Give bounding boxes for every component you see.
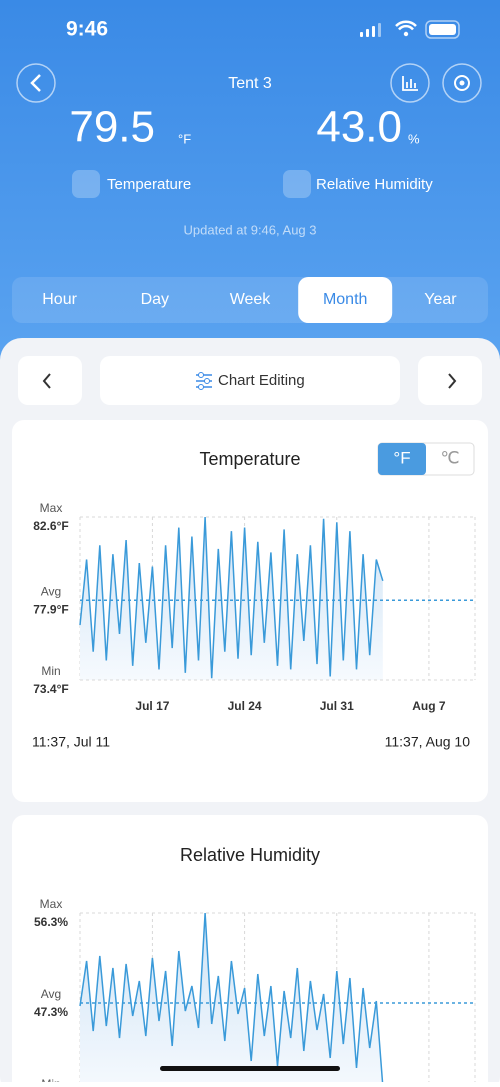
y-tick-label: 77.9°F <box>33 602 68 616</box>
tab[interactable]: Day <box>141 291 169 308</box>
temperature-unit: °F <box>178 131 191 146</box>
temperature-value: 79.5 <box>69 103 155 152</box>
humidity-label: Relative Humidity <box>316 176 433 193</box>
stats-button[interactable] <box>390 63 430 103</box>
status-icons <box>360 20 460 39</box>
chart: Jul 17 Jul 24 Jul 31 Aug 7 Max 82.6°F Avg 77.9°… <box>33 501 476 713</box>
temperature-icon <box>72 170 100 198</box>
tab[interactable]: Week <box>230 291 272 308</box>
status-time: 9:46 <box>66 18 108 41</box>
y-tick-name: Avg <box>41 584 61 598</box>
tab[interactable]: Hour <box>42 291 77 308</box>
x-tick-label: Jul 31 <box>320 699 354 713</box>
humidity-unit: % <box>408 131 420 146</box>
line <box>79 516 384 679</box>
area <box>80 517 383 680</box>
unit-c[interactable]: ℃ <box>440 448 459 467</box>
humidity-value: 43.0 <box>316 103 402 152</box>
unit-f[interactable]: °F <box>393 448 410 467</box>
y-tick-name: Max <box>40 501 63 515</box>
temperature-chart-title: Temperature <box>199 449 300 469</box>
chart-editing-button[interactable]: Chart Editing <box>100 356 400 405</box>
prev-button[interactable] <box>18 356 82 405</box>
humidity-icon <box>283 170 311 198</box>
y-tick-name: Avg <box>41 987 61 1001</box>
unit-toggle[interactable]: °F ℃ <box>377 442 475 476</box>
header-title: Tent 3 <box>228 75 272 92</box>
range-end: 11:37, Aug 10 <box>385 734 471 750</box>
chart-editing-label: Chart Editing <box>218 372 305 389</box>
header-bg <box>0 0 500 360</box>
x-tick-label: Aug 7 <box>412 699 446 713</box>
y-tick-label: 82.6°F <box>33 519 68 533</box>
next-button[interactable] <box>418 356 482 405</box>
settings-button[interactable] <box>442 63 482 103</box>
tab[interactable]: Year <box>424 291 457 308</box>
y-tick-name: Min <box>41 1077 60 1082</box>
humidity-chart-title: Relative Humidity <box>180 845 320 865</box>
y-tick-label: 56.3% <box>34 915 68 929</box>
x-tick-label: Jul 24 <box>228 699 262 713</box>
temperature-card <box>12 420 488 802</box>
tab-selected-bg[interactable] <box>298 277 393 323</box>
updated-text: Updated at 9:46, Aug 3 <box>184 222 317 237</box>
y-tick-label: 47.3% <box>34 1005 68 1019</box>
home-indicator <box>160 1066 340 1071</box>
line <box>79 912 384 1087</box>
range-start: 11:37, Jul 11 <box>32 734 110 750</box>
y-tick-name: Max <box>40 897 63 911</box>
y-tick-label: 73.4°F <box>33 682 68 696</box>
y-tick-name: Min <box>41 664 60 678</box>
tab[interactable]: Month <box>323 291 367 308</box>
temperature-label: Temperature <box>107 176 191 193</box>
tabs: Hour Day Week Month Year <box>42 277 457 323</box>
x-tick-label: Jul 17 <box>135 699 169 713</box>
area <box>80 913 383 1087</box>
back-button[interactable] <box>16 63 56 103</box>
